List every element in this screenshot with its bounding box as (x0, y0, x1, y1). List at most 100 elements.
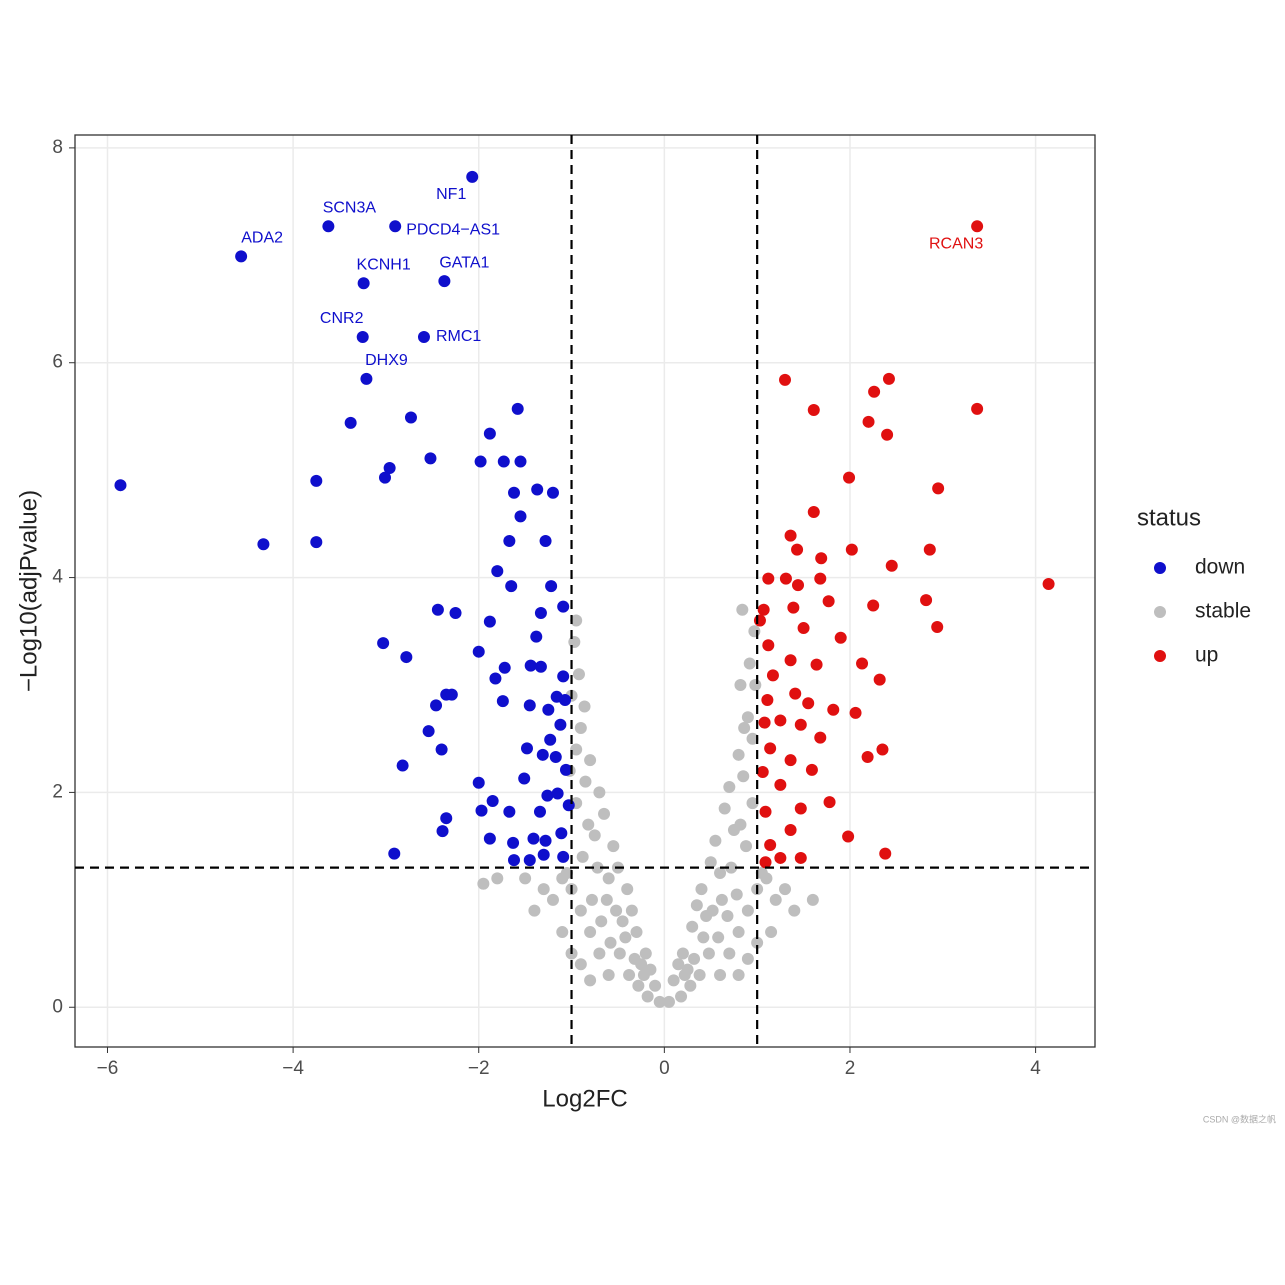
x-tick-label: 4 (1030, 1058, 1041, 1079)
legend-label: down (1195, 556, 1245, 579)
plot-border (74, 134, 1096, 1048)
point (1042, 578, 1055, 591)
point (537, 848, 550, 861)
point (718, 802, 731, 815)
point (430, 699, 443, 712)
point (574, 958, 587, 971)
point-label: ADA2 (241, 230, 283, 247)
point (920, 594, 933, 607)
point (542, 703, 555, 716)
point-label: NF1 (436, 186, 466, 203)
point (520, 742, 533, 755)
point (723, 947, 736, 960)
point-label: SCN3A (323, 200, 377, 217)
point (533, 805, 546, 818)
y-tick-label: 6 (52, 352, 63, 373)
point (595, 915, 608, 928)
point (706, 904, 719, 917)
point (449, 607, 462, 620)
point (436, 825, 449, 838)
point (734, 818, 747, 831)
point (792, 579, 805, 592)
point (807, 506, 820, 519)
legend-swatch (1154, 650, 1166, 662)
point (823, 796, 836, 809)
point (686, 920, 699, 933)
point (388, 847, 401, 860)
point (383, 462, 396, 475)
point (584, 754, 597, 767)
point (356, 330, 369, 343)
point (732, 969, 745, 982)
point (440, 812, 453, 825)
point (879, 847, 892, 860)
point (114, 479, 127, 492)
point (732, 926, 745, 939)
point (396, 759, 409, 772)
point (514, 510, 527, 523)
point (676, 947, 689, 960)
point (688, 952, 701, 965)
point (621, 883, 634, 896)
point (678, 969, 691, 982)
point (787, 601, 800, 614)
point (971, 220, 984, 233)
point (856, 657, 869, 670)
point (588, 829, 601, 842)
x-tick-label: 2 (845, 1058, 856, 1079)
point (759, 856, 772, 869)
point (849, 706, 862, 719)
point (741, 904, 754, 917)
point (576, 850, 589, 863)
point (779, 572, 792, 585)
point (574, 721, 587, 734)
point (774, 851, 787, 864)
point (737, 770, 750, 783)
point (702, 947, 715, 960)
point (639, 947, 652, 960)
point (360, 372, 373, 385)
point (514, 455, 527, 468)
point (523, 854, 536, 867)
point (623, 969, 636, 982)
point (491, 872, 504, 885)
point (498, 661, 511, 674)
point (734, 678, 747, 691)
point (562, 799, 575, 812)
point (931, 620, 944, 633)
legend-label: stable (1195, 600, 1251, 623)
point (400, 651, 413, 664)
point (814, 731, 827, 744)
point (378, 471, 391, 484)
point (579, 775, 592, 788)
point (753, 614, 766, 627)
point (761, 694, 774, 707)
point (545, 580, 558, 593)
point (591, 861, 604, 874)
point (539, 535, 552, 548)
point (598, 807, 611, 820)
point-label: DHX9 (365, 352, 408, 369)
point (806, 893, 819, 906)
point (505, 580, 518, 593)
point (528, 904, 541, 917)
point (551, 787, 564, 800)
point (690, 899, 703, 912)
point (604, 936, 617, 949)
point (584, 926, 597, 939)
point (557, 850, 570, 863)
point (746, 732, 759, 745)
point (497, 455, 510, 468)
point-label: CNR2 (320, 310, 364, 327)
point (764, 742, 777, 755)
point (749, 678, 762, 691)
point (530, 630, 543, 643)
point (802, 697, 815, 710)
point (861, 750, 874, 763)
point (751, 936, 764, 949)
point (885, 559, 898, 572)
point (503, 535, 516, 548)
point (534, 660, 547, 673)
point (779, 373, 792, 386)
point (404, 411, 417, 424)
